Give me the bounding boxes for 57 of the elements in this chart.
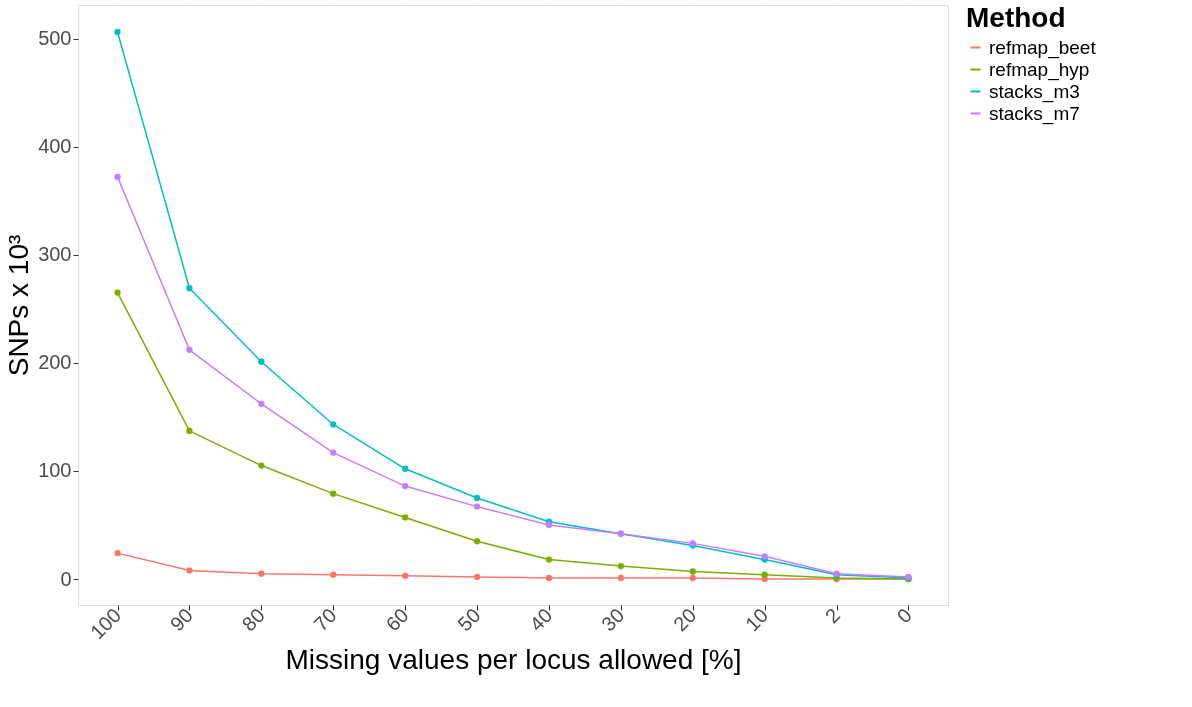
point <box>545 521 553 529</box>
x-tick-label: 10 <box>740 604 773 636</box>
point <box>186 567 193 574</box>
point <box>258 570 265 577</box>
point <box>258 462 265 469</box>
point <box>114 549 121 557</box>
x-tick-label: 70 <box>309 604 341 636</box>
y-tick-label: 100 <box>38 459 72 482</box>
point <box>401 482 409 490</box>
legend-label: stacks_m7 <box>989 102 1080 125</box>
legend-label: refmap_hyp <box>989 58 1090 81</box>
point <box>473 503 481 510</box>
legend-label: stacks_m3 <box>989 80 1080 103</box>
x-tick-label: 30 <box>597 604 629 636</box>
point <box>186 427 193 435</box>
point <box>689 568 696 575</box>
x-tick-label: 80 <box>237 604 269 636</box>
legend-title: Method <box>966 2 1066 33</box>
y-axis-title: SNPs x 10³ <box>3 234 35 377</box>
point <box>401 514 409 521</box>
x-tick-label: 0 <box>892 604 917 628</box>
point <box>545 574 553 582</box>
y-tick-label: 500 <box>38 27 72 50</box>
x-tick-label: 2 <box>820 604 845 628</box>
point <box>114 173 121 181</box>
point <box>473 494 481 502</box>
point <box>330 571 337 578</box>
x-tick-label: 50 <box>453 604 485 636</box>
point <box>545 556 553 563</box>
point <box>401 465 409 472</box>
point <box>401 572 409 579</box>
point <box>330 449 337 456</box>
point <box>617 562 625 570</box>
x-tick-label: 90 <box>165 604 198 636</box>
point <box>258 400 265 408</box>
y-tick-label: 400 <box>38 135 72 158</box>
point <box>330 421 337 428</box>
x-tick-label: 20 <box>669 604 701 636</box>
point <box>761 571 768 578</box>
x-tick-label: 100 <box>85 604 126 644</box>
point <box>473 573 481 581</box>
point <box>330 490 337 497</box>
legend-label: refmap_beet <box>989 36 1097 59</box>
x-tick-label: 60 <box>381 604 413 636</box>
x-tick-label: 40 <box>525 604 557 636</box>
point <box>617 574 625 582</box>
x-axis-title: Missing values per locus allowed [%] <box>285 644 742 676</box>
point <box>114 289 121 296</box>
point <box>186 285 193 292</box>
point <box>114 28 121 36</box>
point <box>186 346 193 354</box>
point <box>258 358 265 365</box>
point <box>689 574 696 582</box>
y-tick-label: 200 <box>38 351 72 374</box>
point <box>473 538 481 545</box>
y-tick-label: 300 <box>38 243 72 266</box>
y-tick-label: 0 <box>60 567 72 590</box>
